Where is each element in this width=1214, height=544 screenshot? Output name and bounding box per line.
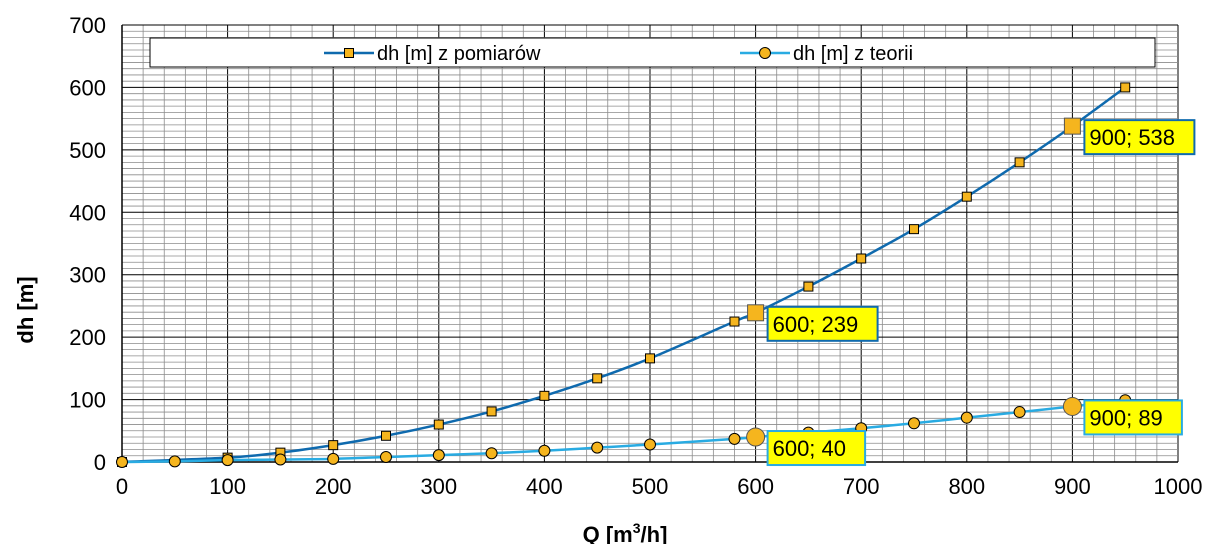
legend-marker [759,47,771,59]
y-tick-label: 200 [69,325,106,350]
highlight-point [747,304,765,322]
data-point [961,191,972,202]
data-point [729,316,740,327]
data-point [591,441,604,454]
data-point [432,449,445,462]
data-point [645,353,655,364]
legend: dh [m] z pomiarów dh [m] z teorii [149,37,1156,68]
x-tick-label: 600 [737,474,774,499]
data-point [644,438,656,451]
axes [121,25,1178,463]
data-label: 900; 538 [1089,125,1175,150]
data-point [539,390,550,401]
data-point [380,451,392,464]
data-point [1014,157,1025,168]
y-tick-label: 100 [69,388,106,413]
data-label: 600; 40 [773,436,846,461]
grid [121,24,1179,463]
data-point [960,411,973,424]
data-point [381,430,391,441]
legend-label: dh [m] z teorii [793,43,913,65]
data-point [908,417,920,430]
x-tick-label: 500 [632,474,669,499]
x-tick-label: 100 [209,474,246,499]
data-point [433,419,444,430]
y-tick-label: 0 [94,450,106,475]
x-tick-label: 800 [948,474,985,499]
data-point [1120,82,1131,93]
x-tick-label: 200 [315,474,352,499]
y-tick-label: 300 [69,263,106,288]
highlight-point [1062,396,1082,416]
data-point [221,454,234,467]
data-label: 600; 239 [773,312,859,337]
x-axis-title: Q [m3/h] [583,520,668,544]
data-point [327,452,340,465]
data-point [328,440,339,451]
data-point [485,447,498,460]
data-point [909,224,919,235]
data-point [592,373,603,384]
data-point [116,456,128,468]
data-label: 900; 89 [1089,405,1162,430]
y-tick-label: 700 [69,13,106,38]
data-point [538,444,551,457]
series-line-1 [121,398,1126,464]
tick-labels: 0 100 200 300 400 500 600 700 800 900 1000 0 100 200 3… [69,13,1202,499]
callout-box [766,305,879,342]
y-axis-title: dh [m] [13,276,38,343]
y-tick-label: 500 [69,138,106,163]
data-point [486,406,497,417]
x-tick-label: 700 [843,474,880,499]
x-axis-title-tail: /h] [641,522,668,544]
callout-box [766,430,867,467]
data-point [168,455,181,468]
x-tick-label: 400 [526,474,563,499]
highlight-point [1063,117,1081,135]
x-tick-label: 300 [420,474,457,499]
x-axis-title-main: Q [m [583,522,633,544]
data-point [274,453,287,466]
x-tick-label: 0 [116,474,128,499]
data-point [1013,406,1026,419]
legend-marker [344,48,354,58]
y-tick-label: 400 [69,200,106,225]
y-tick-label: 600 [69,75,106,100]
callout-box [1083,119,1196,156]
x-axis-title-superscript: 3 [633,520,641,536]
data-point [728,432,741,445]
x-tick-label: 900 [1054,474,1091,499]
callout-box [1083,399,1183,436]
data-point [803,281,814,292]
highlight-point [746,427,766,447]
legend-box [149,37,1156,68]
callouts: 900; 538 600; 239 900; 89 600; 40 [746,117,1196,467]
legend-label: dh [m] z pomiarów [377,43,541,65]
data-point [856,253,867,264]
x-tick-label: 1000 [1154,474,1203,499]
